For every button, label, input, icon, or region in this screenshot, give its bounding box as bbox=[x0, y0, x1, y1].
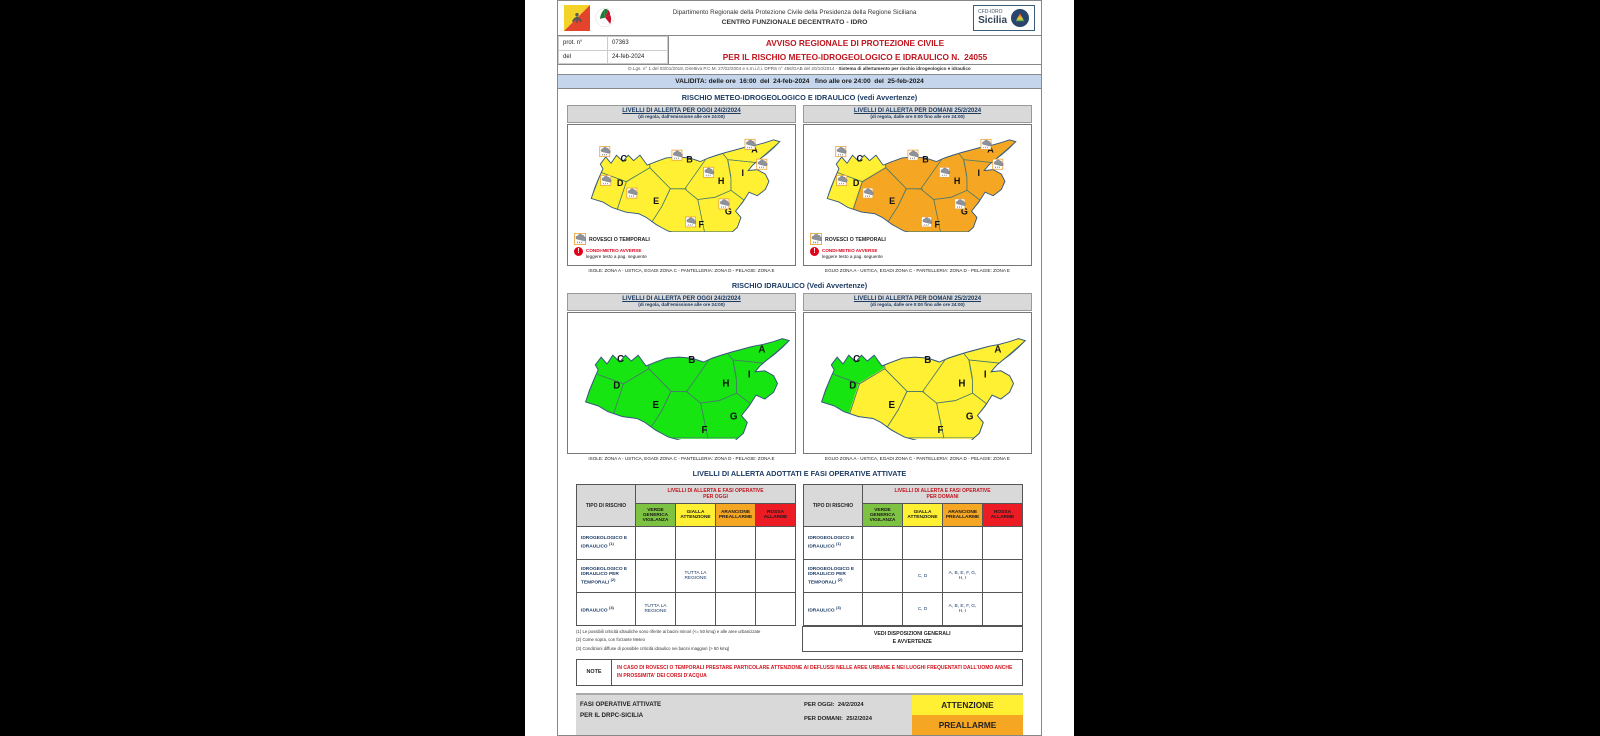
svg-text:F: F bbox=[701, 425, 707, 436]
svg-text:B: B bbox=[688, 355, 695, 366]
svg-text:H: H bbox=[722, 379, 729, 390]
svg-text:I: I bbox=[748, 370, 751, 381]
svg-text:F: F bbox=[935, 220, 941, 230]
svg-text:E: E bbox=[888, 400, 895, 411]
svg-text:F: F bbox=[937, 425, 943, 436]
svg-text:D: D bbox=[849, 381, 856, 392]
svg-text:A: A bbox=[994, 344, 1001, 355]
svg-text:E: E bbox=[652, 400, 659, 411]
svg-text:E: E bbox=[653, 196, 659, 206]
svg-text:H: H bbox=[958, 379, 965, 390]
svg-text:F: F bbox=[699, 220, 705, 230]
svg-text:C: C bbox=[617, 354, 624, 365]
svg-text:B: B bbox=[922, 155, 929, 165]
svg-text:C: C bbox=[853, 354, 860, 365]
svg-text:I: I bbox=[978, 168, 981, 178]
svg-text:C: C bbox=[856, 154, 863, 164]
svg-text:I: I bbox=[742, 168, 745, 178]
svg-text:D: D bbox=[853, 178, 860, 188]
svg-text:G: G bbox=[730, 412, 738, 423]
svg-text:H: H bbox=[954, 176, 961, 186]
svg-text:I: I bbox=[984, 370, 987, 381]
svg-text:C: C bbox=[620, 154, 627, 164]
svg-text:E: E bbox=[889, 196, 895, 206]
svg-text:D: D bbox=[613, 381, 620, 392]
svg-text:D: D bbox=[617, 178, 624, 188]
svg-text:H: H bbox=[718, 176, 725, 186]
svg-text:G: G bbox=[966, 412, 974, 423]
svg-text:B: B bbox=[924, 355, 931, 366]
svg-text:A: A bbox=[758, 344, 765, 355]
svg-text:B: B bbox=[686, 155, 693, 165]
